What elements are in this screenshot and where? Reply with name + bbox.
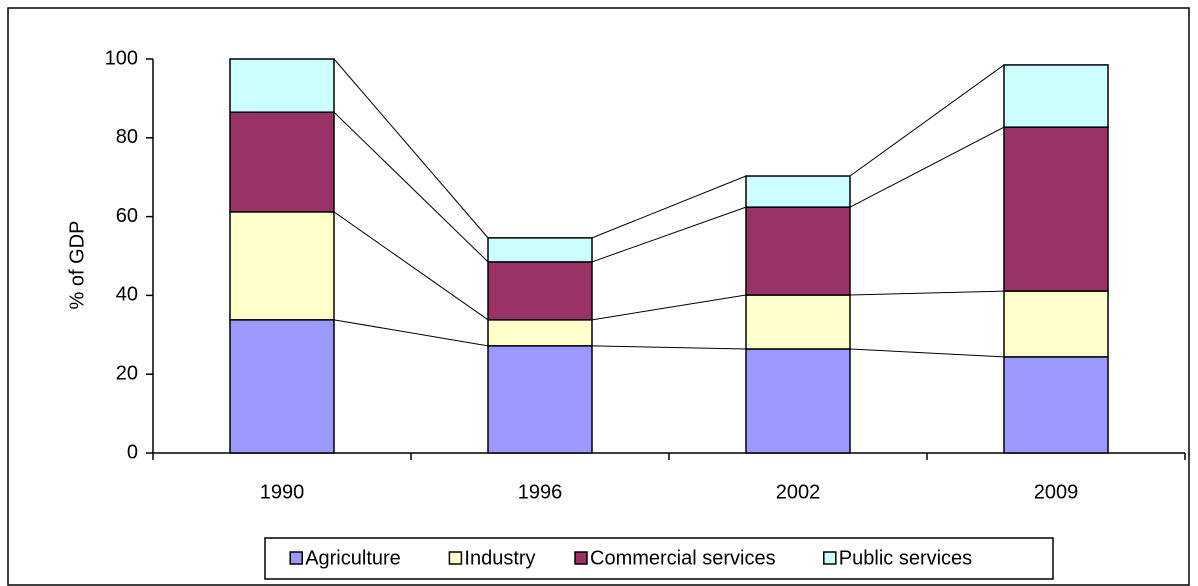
legend-swatch bbox=[574, 551, 588, 565]
y-tick-label: 80 bbox=[116, 126, 138, 148]
bar-segment bbox=[1003, 64, 1109, 128]
bar-segment bbox=[487, 319, 593, 347]
bar-segment bbox=[745, 206, 851, 296]
legend-label: Commercial services bbox=[590, 547, 776, 569]
series-line bbox=[333, 111, 489, 263]
legend-swatch bbox=[289, 551, 303, 565]
x-tick-label: 1996 bbox=[518, 481, 563, 503]
legend-label: Public services bbox=[839, 547, 972, 569]
series-line bbox=[849, 126, 1005, 208]
x-tick-label: 2002 bbox=[776, 481, 821, 503]
bar-segment bbox=[487, 261, 593, 321]
legend-label: Agriculture bbox=[305, 547, 401, 569]
bar-segment bbox=[229, 211, 335, 321]
bar-segment bbox=[229, 319, 335, 454]
series-line bbox=[591, 206, 747, 263]
series-line bbox=[849, 348, 1005, 358]
y-tick-label: 60 bbox=[116, 205, 138, 227]
y-tick-label: 20 bbox=[116, 362, 138, 384]
series-line bbox=[849, 290, 1005, 296]
bar-segment bbox=[745, 294, 851, 350]
bar-segment bbox=[229, 111, 335, 213]
bar-segment bbox=[1003, 126, 1109, 292]
bar-segment bbox=[1003, 290, 1109, 358]
series-line bbox=[849, 64, 1005, 177]
bar-segment bbox=[487, 237, 593, 263]
legend-swatch bbox=[448, 551, 463, 565]
legend-swatch bbox=[823, 551, 837, 565]
legend bbox=[264, 537, 1054, 580]
series-line bbox=[333, 58, 489, 239]
series-line bbox=[591, 294, 747, 321]
y-tick-label: 0 bbox=[127, 441, 138, 463]
x-tick-label: 1990 bbox=[260, 481, 305, 503]
bar-segment bbox=[1003, 356, 1109, 454]
series-line bbox=[591, 175, 747, 239]
series-line bbox=[333, 211, 489, 321]
x-tick-label: 2009 bbox=[1034, 481, 1079, 503]
bar-segment bbox=[229, 58, 335, 113]
bar-segment bbox=[745, 348, 851, 454]
series-line bbox=[333, 319, 489, 347]
chart-border bbox=[7, 7, 1190, 586]
y-axis-label: % of GDP bbox=[66, 221, 88, 310]
y-tick-label: 100 bbox=[105, 47, 138, 69]
y-tick-label: 40 bbox=[116, 284, 138, 306]
series-line bbox=[591, 345, 747, 350]
bar-segment bbox=[487, 345, 593, 454]
bar-segment bbox=[745, 175, 851, 208]
legend-label: Industry bbox=[464, 547, 535, 569]
